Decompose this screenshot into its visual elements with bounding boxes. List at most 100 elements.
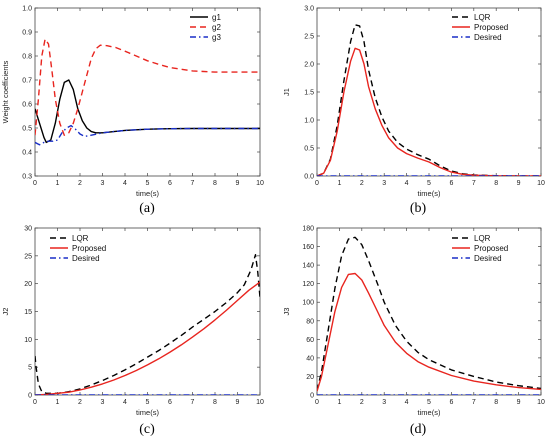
y-axis-label: Weight coefficients (1, 60, 10, 123)
x-tick-label: 6 (449, 399, 453, 406)
y-tick-label: 20 (306, 374, 314, 381)
y-tick-label: 2.5 (304, 34, 314, 41)
x-tick-label: 7 (472, 399, 476, 406)
y-tick-label: 0.4 (22, 150, 32, 157)
legend-label: Proposed (474, 244, 508, 253)
x-tick-label: 8 (213, 180, 217, 187)
y-tick-label: 10 (24, 337, 32, 344)
y-tick-label: 80 (306, 318, 314, 325)
panel-caption: (d) (410, 422, 427, 437)
y-tick-label: 0 (310, 393, 314, 400)
x-tick-label: 6 (449, 180, 453, 187)
y-tick-label: 2.0 (304, 62, 314, 69)
series-line-proposed (35, 281, 260, 395)
x-tick-label: 0 (315, 180, 319, 187)
legend-label: LQR (72, 234, 89, 243)
y-tick-label: 0 (28, 393, 32, 400)
x-tick-label: 7 (472, 180, 476, 187)
plot-frame (34, 227, 261, 396)
legend-label: Desired (474, 33, 502, 42)
y-tick-label: 1.0 (22, 6, 32, 13)
y-tick-label: 1.0 (304, 118, 314, 125)
y-tick-label: 25 (24, 253, 32, 260)
x-tick-label: 5 (427, 180, 431, 187)
x-tick-label: 9 (517, 180, 521, 187)
legend-label: Proposed (474, 23, 508, 32)
x-tick-label: 7 (191, 180, 195, 187)
y-tick-label: 20 (24, 281, 32, 288)
x-tick-label: 3 (382, 180, 386, 187)
y-tick-label: 0.9 (22, 30, 32, 37)
x-tick-label: 5 (146, 399, 150, 406)
plot-frame (316, 227, 542, 396)
y-axis-label: J1 (282, 88, 291, 96)
y-tick-label: 0.3 (22, 174, 32, 181)
chart-panel-b: 0 1 2 3 4 5 6 7 8 9 10 0.0 0.5 1.0 1.5 2.0 2.5 3.0 time(s)… (282, 6, 545, 217)
x-tick-label: 4 (405, 399, 409, 406)
x-tick-label: 1 (337, 180, 341, 187)
legend-label: LQR (474, 234, 491, 243)
x-tick-label: 5 (427, 399, 431, 406)
y-tick-label: 0.6 (22, 102, 32, 109)
series-line-lqr (317, 236, 541, 391)
x-tick-label: 10 (537, 399, 545, 406)
x-tick-label: 6 (168, 180, 172, 187)
plot-frame (34, 7, 261, 177)
x-tick-label: 4 (123, 180, 127, 187)
y-tick-label: 0.7 (22, 78, 32, 85)
y-tick-label: 3.0 (304, 6, 314, 13)
x-axis-label: time(s) (136, 408, 159, 417)
y-tick-label: 140 (302, 263, 314, 270)
y-tick-label: 5 (28, 365, 32, 372)
y-axis-label: J2 (1, 308, 10, 316)
x-tick-label: 9 (236, 399, 240, 406)
x-tick-label: 2 (360, 399, 364, 406)
x-tick-label: 0 (33, 399, 37, 406)
series-line-proposed (317, 272, 541, 392)
x-tick-label: 10 (256, 180, 264, 187)
x-tick-label: 5 (146, 180, 150, 187)
x-tick-label: 3 (101, 399, 105, 406)
y-tick-label: 100 (302, 300, 314, 307)
x-tick-label: 3 (382, 399, 386, 406)
x-tick-label: 3 (101, 180, 105, 187)
y-tick-label: 180 (302, 226, 314, 233)
x-tick-label: 8 (494, 180, 498, 187)
x-axis-label: time(s) (418, 408, 441, 417)
series-line-lqr (35, 253, 260, 394)
panel-caption: (b) (410, 201, 427, 216)
y-axis-label: J3 (282, 308, 291, 316)
x-tick-label: 10 (537, 180, 545, 187)
x-tick-label: 2 (360, 180, 364, 187)
x-tick-label: 1 (56, 399, 60, 406)
x-tick-label: 1 (337, 399, 341, 406)
panel-caption: (a) (139, 201, 155, 216)
x-tick-label: 7 (191, 399, 195, 406)
x-axis-label: time(s) (418, 189, 441, 198)
y-tick-label: 120 (302, 281, 314, 288)
series-line-proposed (317, 47, 541, 176)
x-tick-label: 6 (168, 399, 172, 406)
y-tick-label: 0.0 (304, 174, 314, 181)
x-tick-label: 0 (315, 399, 319, 406)
series-line-g2 (35, 38, 260, 136)
legend-label: Desired (72, 254, 100, 263)
x-tick-label: 8 (494, 399, 498, 406)
series-line-g3 (35, 124, 260, 146)
x-tick-label: 1 (56, 180, 60, 187)
x-tick-label: 9 (517, 399, 521, 406)
plot-frame (316, 7, 542, 177)
x-tick-label: 2 (78, 399, 82, 406)
legend-label: g2 (212, 23, 221, 32)
y-tick-label: 40 (306, 355, 314, 362)
chart-panel-d: 0 1 2 3 4 5 6 7 8 9 10020406080100120140160180time… (282, 226, 545, 438)
y-tick-label: 0.8 (22, 54, 32, 61)
legend-label: LQR (474, 13, 491, 22)
y-tick-label: 15 (24, 309, 32, 316)
legend-label: Desired (474, 254, 502, 263)
x-tick-label: 0 (33, 180, 37, 187)
